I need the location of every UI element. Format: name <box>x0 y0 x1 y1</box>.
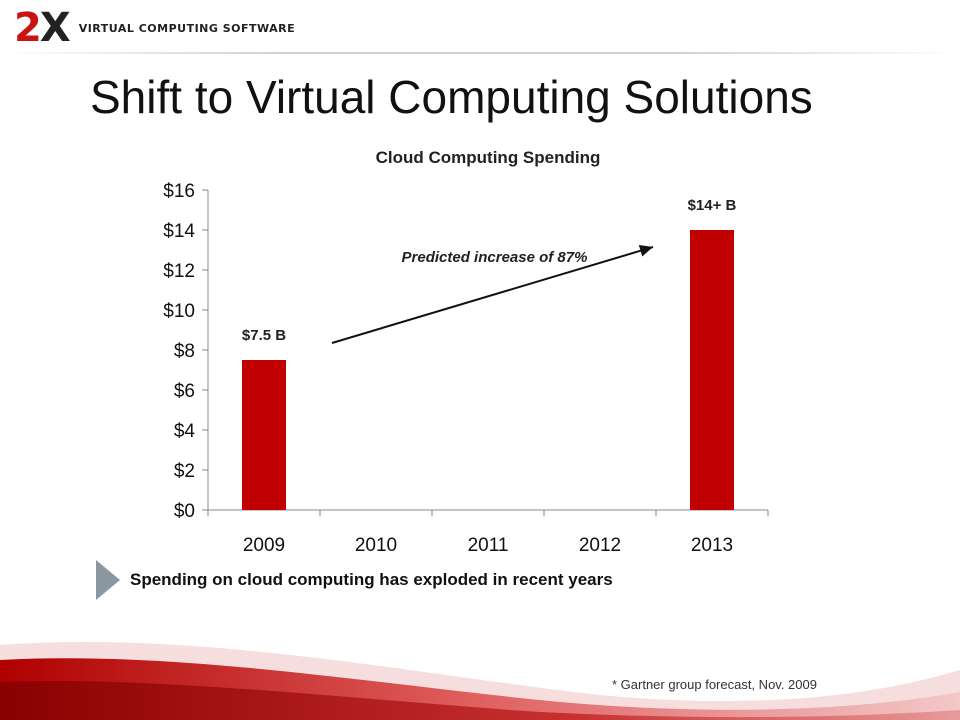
y-tick-label: $2 <box>174 461 195 482</box>
bullet-arrow-icon <box>96 560 120 600</box>
data-label-2013: $14+ B <box>688 197 737 214</box>
bullet-text: Spending on cloud computing has exploded… <box>130 570 613 589</box>
logo-text: VIRTUAL COMPUTING SOFTWARE <box>78 21 296 35</box>
footnote: * Gartner group forecast, Nov. 2009 <box>612 677 817 692</box>
y-tick-label: $12 <box>163 261 195 282</box>
x-tick-label: 2012 <box>579 535 621 556</box>
logo-mark-x: X <box>39 5 71 51</box>
y-tick-label: $16 <box>163 181 195 202</box>
logo: 2X VIRTUAL COMPUTING SOFTWARE <box>14 6 295 50</box>
annotation-arrow-line <box>331 246 654 344</box>
x-tick-label: 2009 <box>243 535 285 556</box>
y-tick-label: $4 <box>174 421 196 442</box>
y-tick-label: $8 <box>174 341 195 362</box>
decorative-swoosh <box>0 641 960 720</box>
header-divider <box>0 52 960 54</box>
annotation-text: Predicted increase of 87% <box>402 249 588 266</box>
logo-mark-2: 2 <box>14 5 42 51</box>
x-tick-label: 2011 <box>468 535 509 556</box>
bar-2013 <box>690 230 734 510</box>
y-tick-label: $6 <box>174 381 195 402</box>
y-tick-label: $10 <box>163 301 195 322</box>
y-tick-label: $0 <box>174 501 195 522</box>
logo-mark: 2X <box>14 5 71 51</box>
annotation-arrow-head <box>638 244 653 257</box>
x-tick-label: 2010 <box>355 535 397 556</box>
data-label-2009: $7.5 B <box>242 327 286 344</box>
x-tick-label: 2013 <box>691 535 733 556</box>
chart-title: Cloud Computing Spending <box>376 148 601 167</box>
bullet-point: Spending on cloud computing has exploded… <box>96 560 613 600</box>
bar-2009 <box>242 360 286 510</box>
slide-title: Shift to Virtual Computing Solutions <box>90 71 813 123</box>
y-tick-label: $14 <box>163 221 195 242</box>
